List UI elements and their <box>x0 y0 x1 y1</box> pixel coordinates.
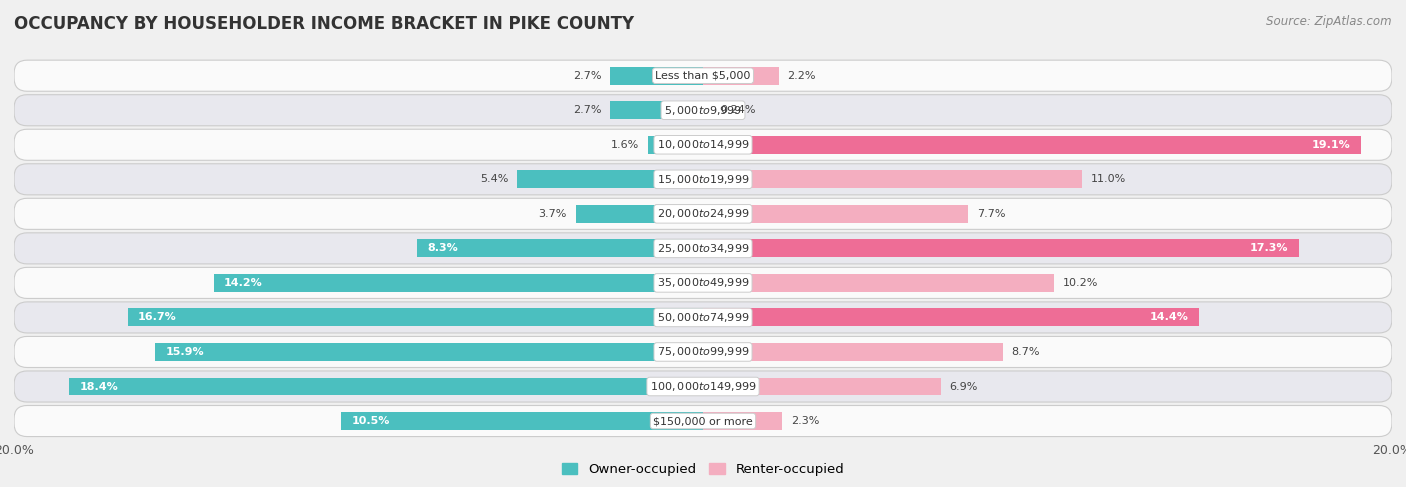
FancyBboxPatch shape <box>14 406 1392 436</box>
Bar <box>703 205 969 223</box>
Text: $100,000 to $149,999: $100,000 to $149,999 <box>650 380 756 393</box>
Bar <box>703 274 1054 292</box>
FancyBboxPatch shape <box>14 337 1392 368</box>
FancyBboxPatch shape <box>14 302 1392 333</box>
Text: 2.2%: 2.2% <box>787 71 815 81</box>
Text: 19.1%: 19.1% <box>1312 140 1351 150</box>
Text: $50,000 to $74,999: $50,000 to $74,999 <box>657 311 749 324</box>
Bar <box>610 101 703 119</box>
Text: 1.6%: 1.6% <box>612 140 640 150</box>
Text: $5,000 to $9,999: $5,000 to $9,999 <box>664 104 742 117</box>
Bar <box>703 343 1002 361</box>
Text: 14.2%: 14.2% <box>224 278 263 288</box>
Bar <box>703 412 782 430</box>
FancyBboxPatch shape <box>14 198 1392 229</box>
Text: Source: ZipAtlas.com: Source: ZipAtlas.com <box>1267 15 1392 28</box>
Bar <box>610 67 703 85</box>
Bar <box>703 67 779 85</box>
Text: 8.3%: 8.3% <box>427 244 458 253</box>
Text: 2.7%: 2.7% <box>572 71 602 81</box>
Bar <box>517 170 703 188</box>
FancyBboxPatch shape <box>14 94 1392 126</box>
Bar <box>703 101 711 119</box>
FancyBboxPatch shape <box>14 129 1392 160</box>
Text: $10,000 to $14,999: $10,000 to $14,999 <box>657 138 749 151</box>
Text: 3.7%: 3.7% <box>538 209 567 219</box>
Bar <box>418 240 703 257</box>
Bar <box>214 274 703 292</box>
Text: OCCUPANCY BY HOUSEHOLDER INCOME BRACKET IN PIKE COUNTY: OCCUPANCY BY HOUSEHOLDER INCOME BRACKET … <box>14 15 634 33</box>
Text: 2.3%: 2.3% <box>790 416 820 426</box>
FancyBboxPatch shape <box>14 371 1392 402</box>
Text: $25,000 to $34,999: $25,000 to $34,999 <box>657 242 749 255</box>
Text: 2.7%: 2.7% <box>572 105 602 115</box>
Text: $150,000 or more: $150,000 or more <box>654 416 752 426</box>
FancyBboxPatch shape <box>14 267 1392 299</box>
Legend: Owner-occupied, Renter-occupied: Owner-occupied, Renter-occupied <box>557 457 849 481</box>
Bar <box>703 308 1199 326</box>
Text: 15.9%: 15.9% <box>166 347 204 357</box>
Bar <box>703 170 1083 188</box>
Bar <box>703 136 1361 154</box>
Text: Less than $5,000: Less than $5,000 <box>655 71 751 81</box>
Bar <box>703 377 941 395</box>
Text: $35,000 to $49,999: $35,000 to $49,999 <box>657 277 749 289</box>
Bar <box>342 412 703 430</box>
Text: 7.7%: 7.7% <box>977 209 1005 219</box>
FancyBboxPatch shape <box>14 164 1392 195</box>
Text: $15,000 to $19,999: $15,000 to $19,999 <box>657 173 749 186</box>
Text: 10.2%: 10.2% <box>1063 278 1098 288</box>
Bar <box>575 205 703 223</box>
Bar <box>703 240 1299 257</box>
Bar <box>69 377 703 395</box>
Text: 14.4%: 14.4% <box>1150 313 1188 322</box>
Text: $20,000 to $24,999: $20,000 to $24,999 <box>657 207 749 220</box>
Text: 17.3%: 17.3% <box>1250 244 1289 253</box>
Text: 10.5%: 10.5% <box>352 416 389 426</box>
FancyBboxPatch shape <box>14 233 1392 264</box>
Text: 0.24%: 0.24% <box>720 105 755 115</box>
Text: 16.7%: 16.7% <box>138 313 177 322</box>
Text: 18.4%: 18.4% <box>80 381 118 392</box>
Text: 5.4%: 5.4% <box>479 174 509 184</box>
Bar <box>155 343 703 361</box>
Text: 8.7%: 8.7% <box>1011 347 1040 357</box>
Bar <box>648 136 703 154</box>
Text: 6.9%: 6.9% <box>949 381 977 392</box>
Text: 11.0%: 11.0% <box>1091 174 1126 184</box>
FancyBboxPatch shape <box>14 60 1392 91</box>
Text: $75,000 to $99,999: $75,000 to $99,999 <box>657 345 749 358</box>
Bar <box>128 308 703 326</box>
